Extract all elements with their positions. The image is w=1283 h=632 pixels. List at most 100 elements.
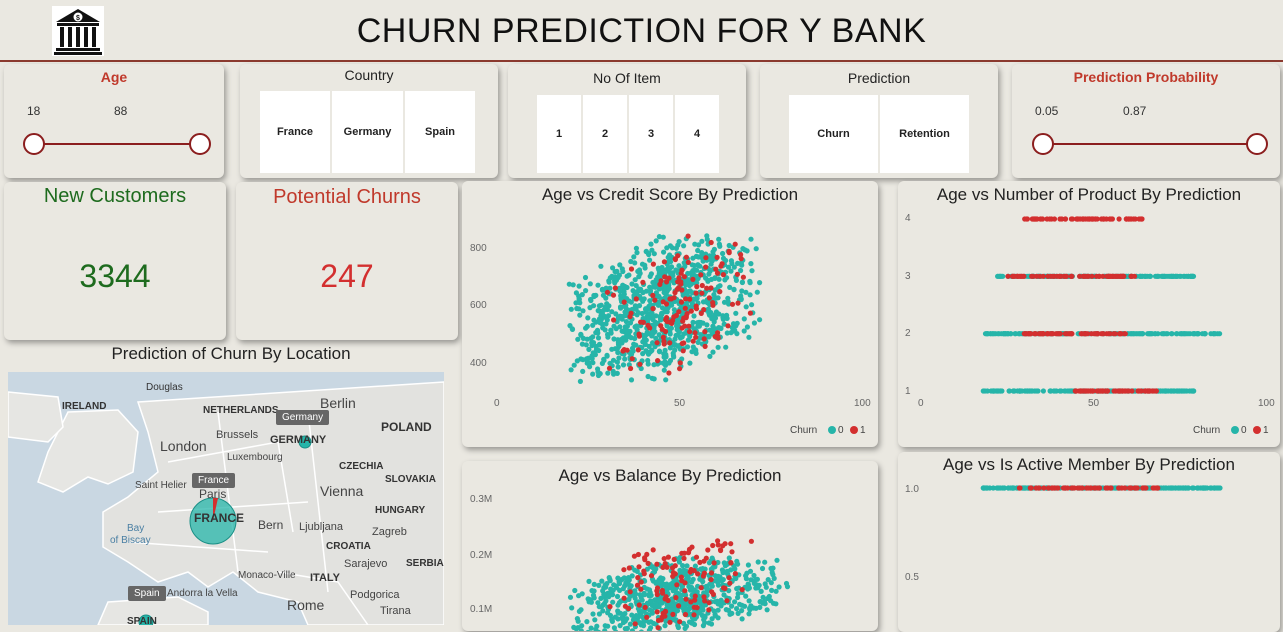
prediction-option-churn[interactable]: Churn [789,95,878,173]
age-min-handle[interactable] [23,133,45,155]
c1-xtick-50: 50 [674,398,686,409]
num-product-chart[interactable]: 4 3 2 1 0 50 100 Churn 0 1 [898,181,1280,447]
scatter-point-retention [751,573,756,578]
balance-chart[interactable]: 0.3M 0.2M 0.1M [462,461,878,631]
scatter-point-churn [660,591,665,596]
credit-score-chart-card: Age vs Credit Score By Prediction 800 60… [462,181,878,447]
scatter-point-churn [661,299,666,304]
map-label-andorra: Andorra la Vella [167,588,238,599]
scatter-point-churn [667,340,672,345]
scatter-point-retention [770,566,775,571]
scatter-point-churn [690,277,695,282]
scatter-point-churn [1052,216,1057,221]
scatter-point-retention [1059,388,1064,393]
probability-min-handle[interactable] [1032,133,1054,155]
scatter-point-retention [769,588,774,593]
scatter-point-retention [1025,388,1030,393]
scatter-point-churn [1024,216,1029,221]
scatter-point-churn [1045,331,1050,336]
prediction-option-retention[interactable]: Retention [880,95,969,173]
scatter-point-retention [590,323,595,328]
scatter-point-churn [1114,274,1119,279]
scatter-point-retention [1000,274,1005,279]
scatter-point-churn [699,585,704,590]
scatter-point-churn [638,320,643,325]
scatter-point-churn [707,600,712,605]
age-max-label: 88 [114,104,127,118]
scatter-point-churn [694,304,699,309]
scatter-point-retention [1160,274,1165,279]
scatter-point-churn [715,255,720,260]
scatter-point-retention [613,311,618,316]
new-customers-card: New Customers 3344 [4,182,226,340]
scatter-point-retention [1170,388,1175,393]
scatter-point-retention [647,298,652,303]
country-option-germany[interactable]: Germany [332,91,403,173]
scatter-point-retention [640,262,645,267]
scatter-point-retention [707,582,712,587]
scatter-point-retention [628,622,633,627]
scatter-point-retention [700,579,705,584]
scatter-point-retention [607,361,612,366]
item-option-2[interactable]: 2 [583,95,627,173]
scatter-point-churn [672,557,677,562]
scatter-point-churn [1098,388,1103,393]
scatter-point-churn [1030,216,1035,221]
scatter-point-retention [580,357,585,362]
location-map[interactable]: Douglas IRELAND NETHERLANDS Berlin POLAN… [8,372,444,625]
map-label-berlin: Berlin [320,395,356,411]
scatter-point-churn [655,585,660,590]
scatter-point-retention [674,333,679,338]
scatter-point-retention [643,342,648,347]
probability-max-handle[interactable] [1246,133,1268,155]
credit-score-chart[interactable]: 800 600 400 0 50 100 Churn 0 1 [462,181,878,447]
scatter-point-churn [654,562,659,567]
scatter-point-retention [646,374,651,379]
scatter-point-retention [599,604,604,609]
active-member-chart[interactable]: 1.0 0.5 [898,452,1280,632]
scatter-point-retention [618,304,623,309]
scatter-point-retention [716,237,721,242]
scatter-point-churn [1034,274,1039,279]
scatter-point-churn [1047,216,1052,221]
age-max-handle[interactable] [189,133,211,155]
scatter-point-retention [687,361,692,366]
scatter-point-retention [699,239,704,244]
item-option-1[interactable]: 1 [537,95,581,173]
scatter-point-retention [686,584,691,589]
scatter-point-churn [1069,274,1074,279]
c3-ytick-0.1m: 0.1M [470,604,492,615]
scatter-point-churn [1062,485,1067,490]
scatter-point-retention [608,275,613,280]
item-option-4[interactable]: 4 [675,95,719,173]
map-label-netherlands: NETHERLANDS [203,405,279,416]
map-label-ljubljana: Ljubljana [299,521,343,533]
scatter-point-retention [617,600,622,605]
scatter-point-churn [666,598,671,603]
scatter-point-retention [595,283,600,288]
scatter-point-retention [614,583,619,588]
country-option-france[interactable]: France [260,91,330,173]
c1-legend-dot-1 [850,426,858,434]
scatter-point-churn [709,570,714,575]
age-slicer[interactable]: Age 18 88 [4,64,224,178]
scatter-point-retention [1165,331,1170,336]
scatter-point-retention [777,584,782,589]
probability-slicer[interactable]: Prediction Probability 0.05 0.87 [1012,64,1280,178]
scatter-point-churn [650,293,655,298]
scatter-point-churn [636,564,641,569]
item-option-3[interactable]: 3 [629,95,673,173]
scatter-point-retention [1035,388,1040,393]
scatter-point-retention [605,332,610,337]
map-label-spain: SPAIN [127,616,157,625]
scatter-point-churn [1073,388,1078,393]
scatter-point-retention [759,589,764,594]
scatter-point-retention [681,243,686,248]
scatter-point-churn [730,302,735,307]
country-option-spain[interactable]: Spain [405,91,475,173]
scatter-point-retention [748,261,753,266]
scatter-point-retention [607,577,612,582]
scatter-point-churn [621,567,626,572]
scatter-point-retention [743,573,748,578]
scatter-point-retention [991,388,996,393]
